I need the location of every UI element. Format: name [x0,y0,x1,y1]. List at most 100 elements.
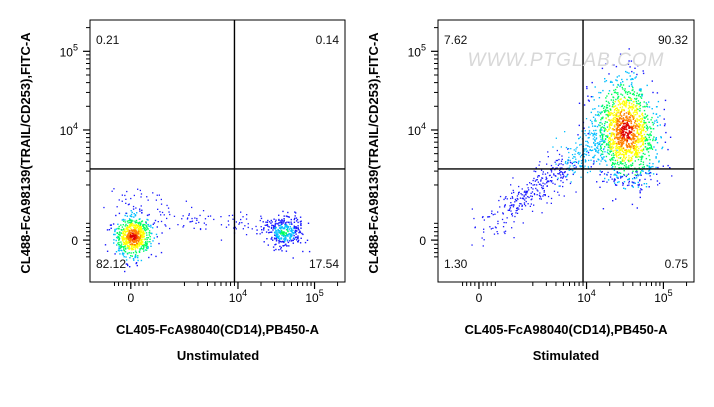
event-dot [147,219,149,221]
event-dot [543,189,545,192]
event-dot [635,146,638,148]
event-dot [626,93,629,95]
event-dot [560,180,562,182]
event-dot [506,198,508,200]
event-dot [153,222,156,224]
event-dot [588,154,590,156]
event-dot [149,235,151,238]
event-dot [627,145,629,147]
event-dot [610,124,613,126]
event-dot [642,141,644,143]
event-dot [612,159,614,161]
event-dot [605,80,608,82]
event-dot [188,213,190,215]
event-dot [288,245,290,247]
event-dot [594,108,596,110]
event-dot [605,160,607,163]
event-dot [630,146,632,148]
event-dot [279,230,281,233]
event-dot [630,145,632,148]
event-dot [644,117,646,119]
event-dot [627,99,629,102]
event-dot [139,248,141,250]
event-dot [525,193,527,196]
event-dot [129,241,132,243]
event-dot [140,196,142,198]
event-dot [607,149,609,151]
event-dot [630,142,633,145]
event-dot [130,220,132,222]
event-dot [595,150,597,152]
event-dot [603,109,605,112]
event-dot [124,230,126,232]
event-dot [614,140,616,143]
event-dot [133,236,136,238]
event-dot [607,119,610,121]
event-dot [137,234,139,236]
event-dot [205,224,207,226]
event-dot [607,115,609,117]
event-dot [281,226,283,228]
event-dot [621,128,623,130]
event-dot [625,119,627,122]
event-dot [636,156,638,158]
event-dot [138,250,141,253]
event-dot [608,90,611,92]
event-dot [281,232,283,234]
event-dot [142,230,144,232]
event-dot [554,183,556,185]
event-dot [646,84,648,87]
event-dot [156,194,158,196]
event-dot [299,216,302,218]
event-dot [139,249,141,251]
event-dot [622,123,625,125]
event-dot [622,84,625,86]
event-dot [106,250,109,252]
event-dot [617,84,620,86]
event-dot [525,197,527,199]
event-dot [625,152,627,155]
event-dot [612,166,614,168]
event-dot [281,222,283,224]
event-dot [307,222,310,224]
event-dot [538,164,540,166]
event-dot [617,132,619,134]
event-dot [521,208,523,210]
event-dot [630,78,632,81]
event-dot [120,241,122,243]
event-dot [550,197,553,200]
event-dot [121,237,123,239]
event-dot [602,116,604,118]
event-dot [659,115,661,117]
event-dot [619,106,621,109]
event-dot [634,177,636,180]
event-dot [132,248,134,251]
event-dot [140,239,142,241]
event-dot [122,230,124,233]
event-dot [609,142,611,144]
event-dot [293,218,295,221]
event-dot [622,132,624,134]
event-dot [604,177,606,180]
event-dot [135,225,137,227]
event-dot [631,89,633,92]
event-dot [630,164,632,166]
event-dot [641,143,644,146]
event-dot [129,221,131,224]
event-dot [644,142,647,145]
event-dot [542,185,544,187]
event-dot [595,120,597,122]
event-dot [308,250,311,253]
event-dot [562,181,564,184]
event-dot [616,151,619,153]
event-dot [278,242,280,244]
event-dot [125,246,127,248]
event-dot [143,247,145,249]
event-dot [290,235,293,237]
event-dot [587,133,589,135]
event-dot [606,181,608,183]
event-dot [143,250,145,252]
event-dot [225,226,228,228]
event-dot [265,221,267,223]
event-dot [289,223,291,225]
